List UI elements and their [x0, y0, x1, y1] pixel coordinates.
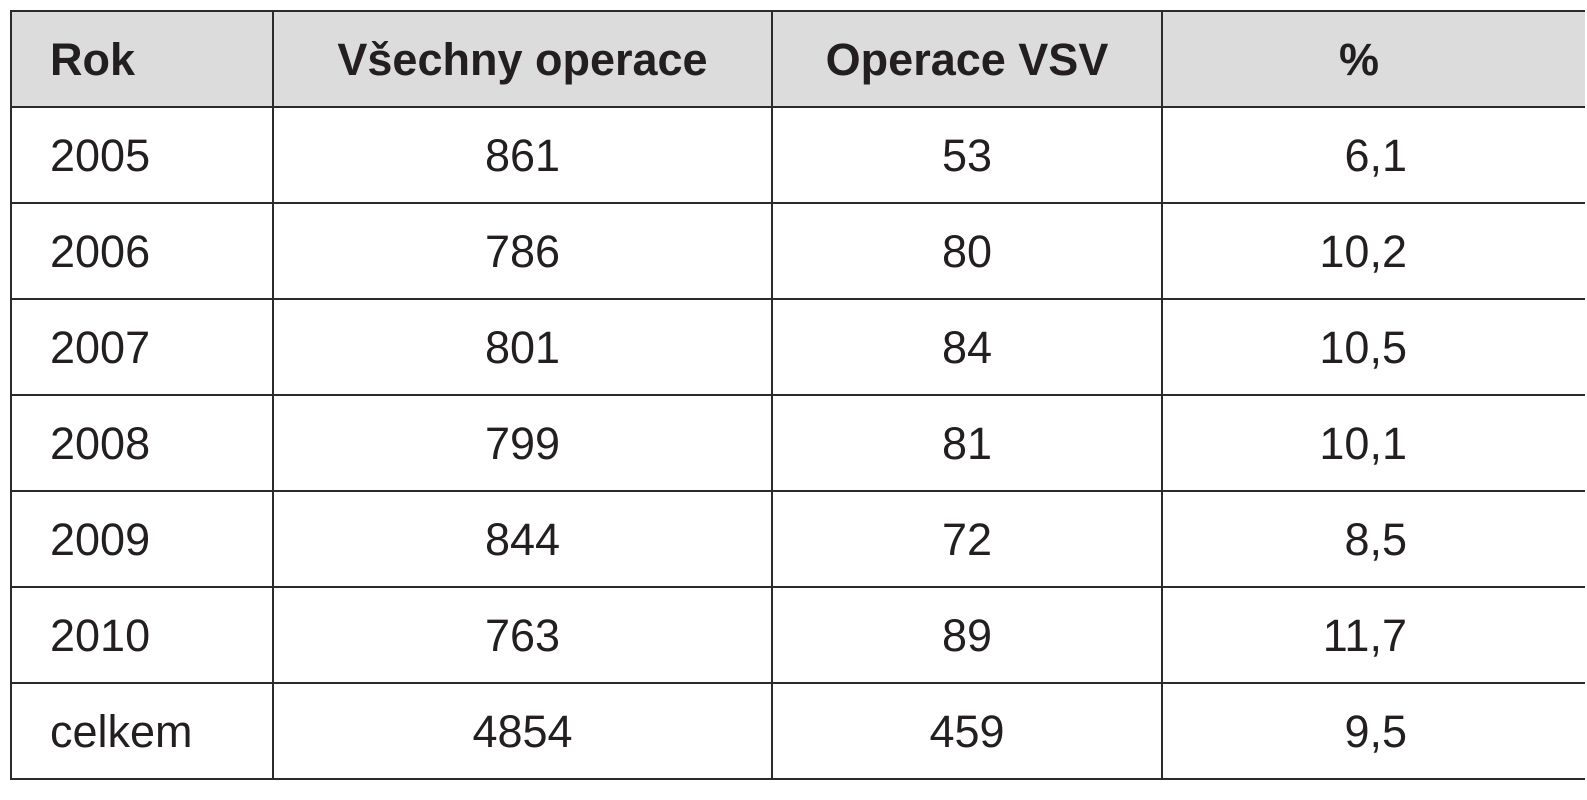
cell-all-operations: 844 — [272, 490, 773, 588]
table-row: 2010 763 89 11,7 — [10, 586, 1585, 684]
cell-year: 2009 — [10, 490, 274, 588]
cell-all-operations: 861 — [272, 106, 773, 204]
cell-total-percent: 9,5 — [1161, 682, 1585, 780]
cell-percent: 10,1 — [1161, 394, 1585, 492]
cell-percent: 6,1 — [1161, 106, 1585, 204]
cell-percent: 11,7 — [1161, 586, 1585, 684]
table-body: 2005 861 53 6,1 2006 786 80 10,2 2007 80… — [10, 106, 1585, 780]
header-percent: % — [1161, 10, 1585, 108]
table-row: 2007 801 84 10,5 — [10, 298, 1585, 396]
cell-year: 2006 — [10, 202, 274, 300]
header-row: Rok Všechny operace Operace VSV % — [10, 10, 1585, 108]
cell-total-vsv-operations: 459 — [771, 682, 1163, 780]
cell-all-operations: 786 — [272, 202, 773, 300]
cell-vsv-operations: 80 — [771, 202, 1163, 300]
cell-vsv-operations: 53 — [771, 106, 1163, 204]
table-row: 2006 786 80 10,2 — [10, 202, 1585, 300]
cell-year: 2007 — [10, 298, 274, 396]
cell-all-operations: 799 — [272, 394, 773, 492]
header-vsv-operations: Operace VSV — [771, 10, 1163, 108]
cell-total-all-operations: 4854 — [272, 682, 773, 780]
operations-table: Rok Všechny operace Operace VSV % 2005 8… — [10, 10, 1585, 780]
cell-percent: 10,5 — [1161, 298, 1585, 396]
cell-vsv-operations: 89 — [771, 586, 1163, 684]
table-header: Rok Všechny operace Operace VSV % — [10, 10, 1585, 108]
cell-all-operations: 763 — [272, 586, 773, 684]
cell-percent: 8,5 — [1161, 490, 1585, 588]
cell-vsv-operations: 84 — [771, 298, 1163, 396]
cell-total-label: celkem — [10, 682, 274, 780]
cell-percent: 10,2 — [1161, 202, 1585, 300]
cell-year: 2008 — [10, 394, 274, 492]
cell-all-operations: 801 — [272, 298, 773, 396]
table-row: 2008 799 81 10,1 — [10, 394, 1585, 492]
cell-year: 2005 — [10, 106, 274, 204]
header-all-operations: Všechny operace — [272, 10, 773, 108]
cell-vsv-operations: 72 — [771, 490, 1163, 588]
table-row-total: celkem 4854 459 9,5 — [10, 682, 1585, 780]
header-year: Rok — [10, 10, 274, 108]
table-row: 2009 844 72 8,5 — [10, 490, 1585, 588]
table-row: 2005 861 53 6,1 — [10, 106, 1585, 204]
cell-vsv-operations: 81 — [771, 394, 1163, 492]
cell-year: 2010 — [10, 586, 274, 684]
